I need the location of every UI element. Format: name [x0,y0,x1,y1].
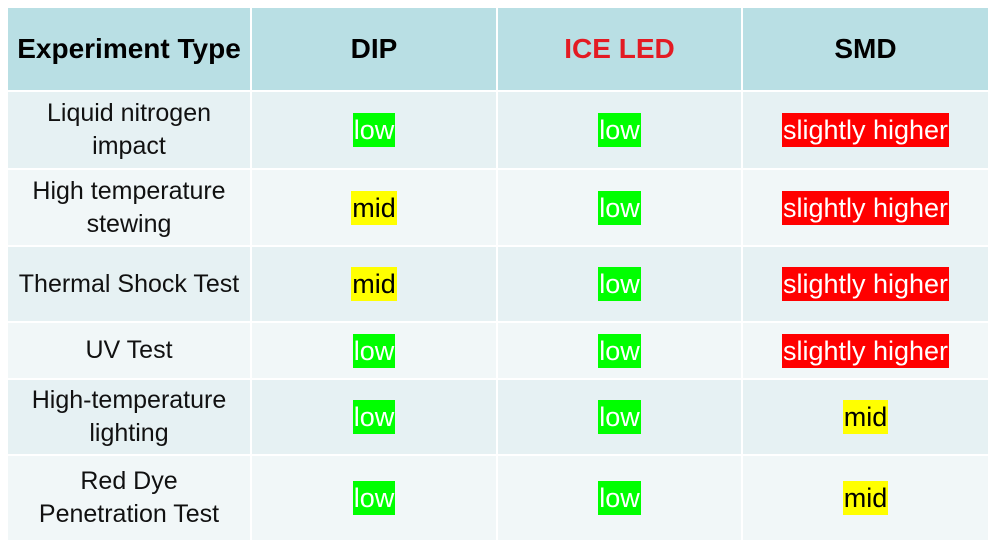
rating-tag: mid [351,267,397,301]
rating-cell: low [252,380,496,454]
rating-cell: mid [743,456,988,540]
rating-tag: low [598,333,641,368]
rating-cell: slightly higher [743,247,988,321]
header-cell: ICE LED [498,8,741,90]
row-label-cell: High temperature stewing [8,170,250,245]
row-label-cell: UV Test [8,323,250,378]
rating-cell: low [252,92,496,168]
row-label-cell: Liquid nitrogen impact [8,92,250,168]
row-label-cell: High-temperature lighting [8,380,250,454]
rating-cell: mid [252,247,496,321]
rating-tag: mid [842,400,889,434]
row-label: Red Dye Penetration Test [38,467,220,528]
rating-tag: slightly higher [781,113,950,147]
rating-tag: low [598,113,641,147]
rating-cell: mid [252,170,496,245]
rating-cell: low [498,380,741,454]
header-cell: Experiment Type [8,8,250,90]
rating-cell: slightly higher [743,323,988,378]
header-cell: SMD [743,8,988,90]
rating-tag: low [598,481,641,515]
rating-tag: low [598,400,641,434]
rating-tag: low [352,400,396,434]
rating-cell: low [498,247,741,321]
rating-tag: slightly higher [781,190,950,225]
rating-cell: low [498,92,741,168]
row-label: High temperature stewing [32,176,226,238]
row-label: Thermal Shock Test [18,269,240,298]
header-text: ICE LED [564,33,675,64]
row-label-cell: Red Dye Penetration Test [8,456,250,540]
header-text: DIP [350,33,398,64]
row-label: High-temperature lighting [31,386,227,447]
header-text: Experiment Type [17,33,241,64]
row-label-cell: Thermal Shock Test [8,247,250,321]
header-cell: DIP [252,8,496,90]
rating-tag: low [598,267,641,301]
rating-cell: mid [743,380,988,454]
rating-cell: low [498,323,741,378]
rating-cell: slightly higher [743,92,988,168]
rating-tag: slightly higher [781,267,950,301]
row-label: UV Test [85,336,173,364]
rating-cell: low [252,456,496,540]
rating-tag: low [352,333,396,368]
rating-tag: slightly higher [781,333,950,368]
rating-cell: slightly higher [743,170,988,245]
rating-tag: low [598,190,641,225]
rating-cell: low [498,170,741,245]
rating-tag: low [352,113,396,147]
header-text: SMD [834,33,897,64]
rating-tag: mid [351,190,397,225]
rating-cell: low [252,323,496,378]
rating-tag: mid [842,481,889,515]
row-label: Liquid nitrogen impact [46,99,211,160]
rating-tag: low [352,481,396,515]
rating-cell: low [498,456,741,540]
